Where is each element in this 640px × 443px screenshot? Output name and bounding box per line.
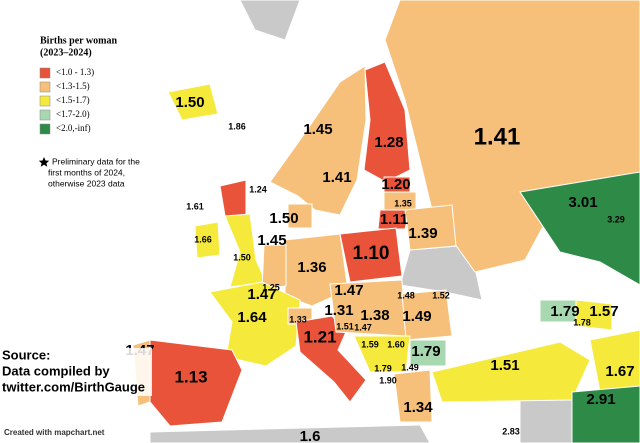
region — [519, 171, 640, 286]
value-label: 1.36 — [297, 259, 326, 276]
value-label: 1.64 — [237, 309, 267, 326]
value-label: 1.59 — [361, 339, 379, 349]
value-label: 1.78 — [573, 317, 591, 327]
value-label: 1.86 — [228, 121, 246, 131]
value-label: 1.50 — [233, 252, 251, 262]
value-label: 1.10 — [353, 243, 390, 264]
region — [589, 329, 640, 401]
value-label: 1.66 — [194, 234, 212, 244]
region — [431, 341, 591, 403]
value-label: 1.38 — [360, 307, 389, 324]
region — [363, 61, 411, 183]
value-label: 1.52 — [432, 290, 450, 300]
value-label: 1.35 — [394, 198, 412, 208]
credit: Created with mapchart.net — [4, 428, 105, 437]
value-label: 1.47 — [354, 322, 372, 332]
legend-swatch — [39, 81, 51, 93]
value-label: 1.49 — [401, 362, 419, 372]
value-label: 1.61 — [186, 201, 204, 211]
legend-label: <1.5-1.7) — [56, 95, 90, 105]
region — [149, 424, 431, 443]
value-label: 1.45 — [303, 121, 332, 138]
value-label: 1.67 — [605, 363, 634, 380]
value-label: 1.31 — [324, 302, 353, 319]
value-label: 1.60 — [387, 339, 405, 349]
region — [219, 179, 247, 217]
region — [575, 299, 613, 331]
legend-subtitle: (2023–2024) — [40, 47, 92, 58]
value-label: 1.47 — [334, 282, 363, 299]
value-label: 1.90 — [379, 375, 397, 385]
source: Source: Data compiled by twitter.com/Bir… — [0, 347, 152, 396]
region — [167, 83, 219, 121]
value-label: 1.25 — [262, 282, 280, 292]
value-label: 1.50 — [269, 210, 298, 227]
value-label: 1.39 — [408, 225, 437, 242]
region — [287, 203, 313, 229]
legend-label: <1.7-2.0) — [56, 109, 90, 119]
value-label: 3.29 — [607, 214, 625, 224]
region — [239, 0, 301, 41]
value-label: 1.21 — [303, 327, 336, 346]
value-labels: 1.50 1.86 1.45 1.28 1.41 1.41 1.24 1.20 … — [125, 94, 634, 443]
legend-label: <1.3-1.5) — [56, 81, 90, 91]
region — [261, 244, 287, 290]
region — [571, 385, 640, 443]
region — [269, 65, 367, 216]
note: otherwise 2023 data — [48, 178, 125, 188]
value-label: 1.79 — [550, 303, 579, 320]
value-label: 2.83 — [502, 426, 520, 436]
value-label: 1.50 — [175, 94, 204, 111]
star-icon — [38, 157, 50, 167]
value-label: 1.45 — [257, 232, 286, 249]
value-label: 1.13 — [174, 367, 207, 386]
source-line: Data compiled by — [2, 363, 110, 378]
region — [393, 369, 433, 423]
value-label: 1.33 — [289, 314, 307, 324]
region — [404, 204, 457, 251]
source-line: twitter.com/BirthGauge — [2, 379, 145, 394]
value-label: 1.6 — [300, 428, 321, 443]
region — [209, 281, 301, 367]
legend-swatch — [39, 67, 51, 79]
region — [377, 209, 411, 230]
legend-items: <1.0 - 1.3) <1.3-1.5) <1.5-1.7) <1.7-2.0) <2… — [39, 67, 94, 135]
source-line: Source: — [2, 347, 50, 362]
legend-label: <2.0,-inf) — [56, 123, 91, 133]
legend-swatch — [39, 95, 51, 107]
region — [401, 289, 453, 341]
value-label: 1.41 — [474, 123, 521, 150]
value-label: 1.51 — [490, 357, 519, 374]
value-label: 1.79 — [411, 343, 440, 360]
value-label: 1.24 — [249, 184, 267, 194]
region — [519, 397, 573, 443]
value-label: 1.79 — [374, 363, 392, 373]
legend-swatch — [39, 123, 51, 135]
region — [339, 227, 403, 283]
value-label: 1.11 — [380, 211, 408, 228]
value-label: 1.28 — [374, 134, 403, 151]
value-label: 1.20 — [381, 176, 410, 193]
region — [384, 0, 640, 273]
region — [194, 221, 221, 259]
value-label: 1.47 — [247, 286, 276, 303]
value-label: 1.48 — [397, 290, 415, 300]
value-label: 1.34 — [403, 399, 433, 416]
region — [409, 339, 447, 367]
source-bg — [0, 348, 152, 396]
value-label: 1.51 — [336, 321, 354, 331]
legend-swatch — [39, 109, 51, 121]
legend-label: <1.0 - 1.3) — [56, 67, 94, 77]
value-label: 1.49 — [402, 308, 431, 325]
value-label: 3.01 — [568, 194, 597, 211]
note: first months of 2024, — [48, 167, 125, 177]
value-label: 1.57 — [589, 303, 618, 320]
value-label: 2.91 — [586, 391, 615, 408]
legend: Births per woman (2023–2024) <1.0 - 1.3)… — [38, 35, 140, 188]
note: Preliminary data for the — [52, 156, 140, 166]
legend-title: Births per woman — [40, 35, 117, 46]
value-label: 1.41 — [322, 169, 351, 186]
region — [353, 335, 411, 373]
